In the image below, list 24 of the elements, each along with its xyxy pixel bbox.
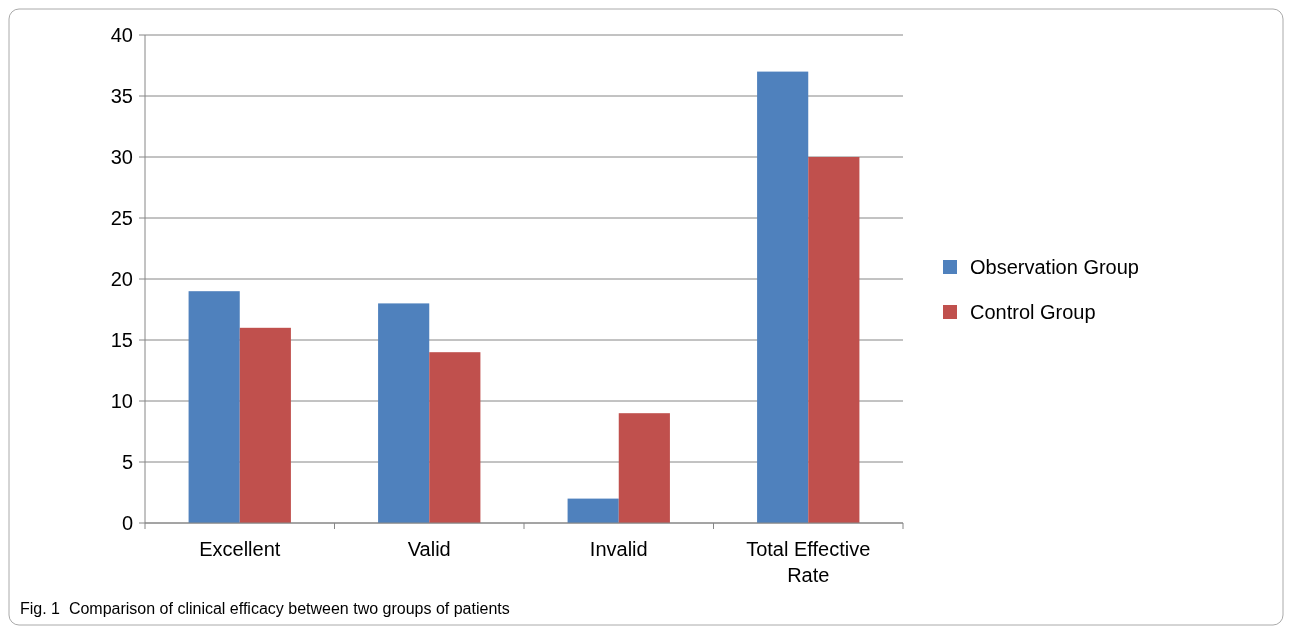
bar xyxy=(618,413,670,523)
bar xyxy=(429,352,481,523)
y-tick-label: 5 xyxy=(121,451,133,473)
legend-label: Control Group xyxy=(970,301,1096,323)
x-tick-label: Valid xyxy=(407,538,451,560)
y-tick-label: 25 xyxy=(110,207,133,229)
bar xyxy=(567,498,619,523)
y-tick-label: 35 xyxy=(110,85,133,107)
y-tick-label: 0 xyxy=(121,512,133,534)
y-tick-label: 10 xyxy=(110,390,133,412)
legend-label: Observation Group xyxy=(970,256,1139,278)
bar xyxy=(808,157,860,523)
y-tick-label: 20 xyxy=(110,268,133,290)
bar xyxy=(757,71,809,523)
y-tick-label: 40 xyxy=(110,24,133,46)
y-tick-label: 30 xyxy=(110,146,133,168)
caption: Fig. 1 Comparison of clinical efficacy between two groups of patients xyxy=(20,600,510,617)
x-tick-label: Invalid xyxy=(589,538,648,560)
y-tick-label: 15 xyxy=(110,329,133,351)
bar xyxy=(239,327,291,523)
x-tick-label: Excellent xyxy=(199,538,281,560)
bar xyxy=(378,303,430,523)
bar xyxy=(188,291,240,523)
x-tick-label: Total Effective Rate xyxy=(746,538,871,586)
